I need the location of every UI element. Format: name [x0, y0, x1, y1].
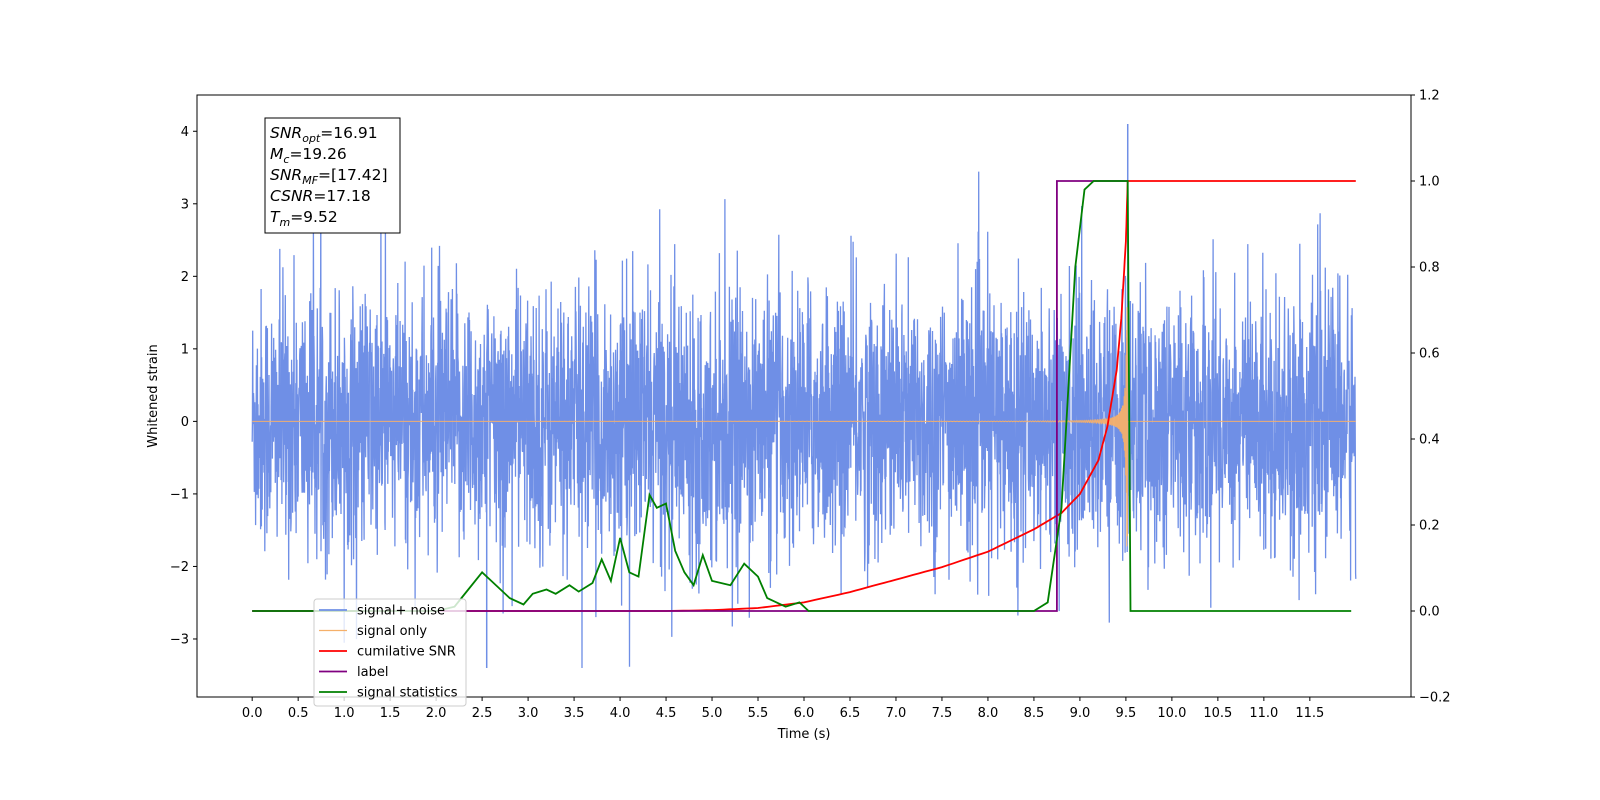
x-tick-label: 2.5	[472, 706, 493, 721]
x-tick-label: 6.0	[794, 706, 815, 721]
y-axis-label: Whitened strain	[146, 344, 161, 447]
y2-tick-label: 0.2	[1419, 519, 1440, 534]
x-tick-label: 7.5	[932, 706, 953, 721]
y2-tick-label: 0.0	[1419, 605, 1440, 620]
signal-noise-series	[251, 124, 1357, 669]
y-tick-label: 3	[181, 197, 189, 212]
x-tick-label: 1.0	[334, 706, 355, 721]
info-box-line: SNRopt=16.91	[270, 124, 378, 145]
signal-only-series	[252, 307, 1356, 547]
x-tick-label: 8.0	[978, 706, 999, 721]
legend: signal+ noise signal only cumilative SNR la…	[313, 598, 467, 707]
y2-tick-label: 1.2	[1419, 89, 1440, 104]
signal-only-line	[252, 307, 1356, 547]
info-box-line: Mc=19.26	[270, 145, 347, 166]
legend-cumulative-snr-text: cumilative SNR	[357, 645, 456, 660]
x-tick-label: 1.5	[380, 706, 401, 721]
legend-signal-statistics-text: signal statistics	[357, 686, 458, 701]
label-line	[252, 180, 1128, 612]
info-box-frame	[264, 117, 401, 234]
signal-statistics-line	[252, 180, 1352, 612]
x-axis-label: Time (s)	[777, 727, 831, 742]
info-box-line: CSNR=17.18	[270, 187, 371, 205]
x-tick-label: 0.0	[242, 706, 263, 721]
x-tick-label: 10.0	[1157, 706, 1186, 721]
x-tick-label: 11.0	[1249, 706, 1278, 721]
y-tick-label: −3	[170, 632, 189, 647]
x-tick-label: 4.0	[610, 706, 631, 721]
y-tick-label: −1	[170, 487, 189, 502]
x-tick-label: 3.0	[518, 706, 539, 721]
y-tick-label: 2	[181, 270, 189, 285]
x-tick-label: 7.0	[886, 706, 907, 721]
legend-label-text: label	[357, 665, 388, 680]
y2-tick-label: 1.0	[1419, 175, 1440, 190]
right-axis-series	[252, 180, 1356, 612]
legend-frame	[313, 598, 467, 707]
signal-noise-line	[251, 171, 1357, 669]
y2-tick-label: 0.8	[1419, 261, 1440, 276]
x-tick-label: 2.0	[426, 706, 447, 721]
info-box: SNRopt=16.91Mc=19.26SNRMF=[17.42]CSNR=17…	[264, 117, 401, 234]
cumulative-snr-line	[252, 180, 1356, 612]
x-tick-label: 5.5	[748, 706, 769, 721]
y-tick-label: 1	[181, 342, 189, 357]
x-tick-label: 10.5	[1203, 706, 1232, 721]
y2-tick-label: 0.6	[1419, 347, 1440, 362]
x-tick-label: 3.5	[564, 706, 585, 721]
x-tick-label: 9.0	[1070, 706, 1091, 721]
y-tick-label: −2	[170, 560, 189, 575]
x-tick-label: 6.5	[840, 706, 861, 721]
legend-signal-noise-text: signal+ noise	[357, 604, 445, 619]
x-tick-label: 8.5	[1024, 706, 1045, 721]
x-tick-label: 0.5	[288, 706, 309, 721]
y2-tick-label: −0.2	[1419, 691, 1451, 706]
x-tick-label: 5.0	[702, 706, 723, 721]
x-tick-label: 4.5	[656, 706, 677, 721]
y-tick-label: 4	[181, 125, 189, 140]
x-tick-label: 9.5	[1116, 706, 1137, 721]
x-tick-label: 11.5	[1295, 706, 1324, 721]
y-tick-label: 0	[181, 415, 189, 430]
info-box-line: SNRMF=[17.42]	[270, 166, 388, 187]
info-box-line: Tm=9.52	[270, 208, 338, 229]
y2-tick-label: 0.4	[1419, 433, 1440, 448]
axes: 0.0 0.5 1.0 1.5 2.0 2.5 3.0 3.5 4.0 4.5 5.0 5.5 6.0 6…	[170, 89, 1451, 722]
legend-signal-only-text: signal only	[357, 624, 427, 639]
